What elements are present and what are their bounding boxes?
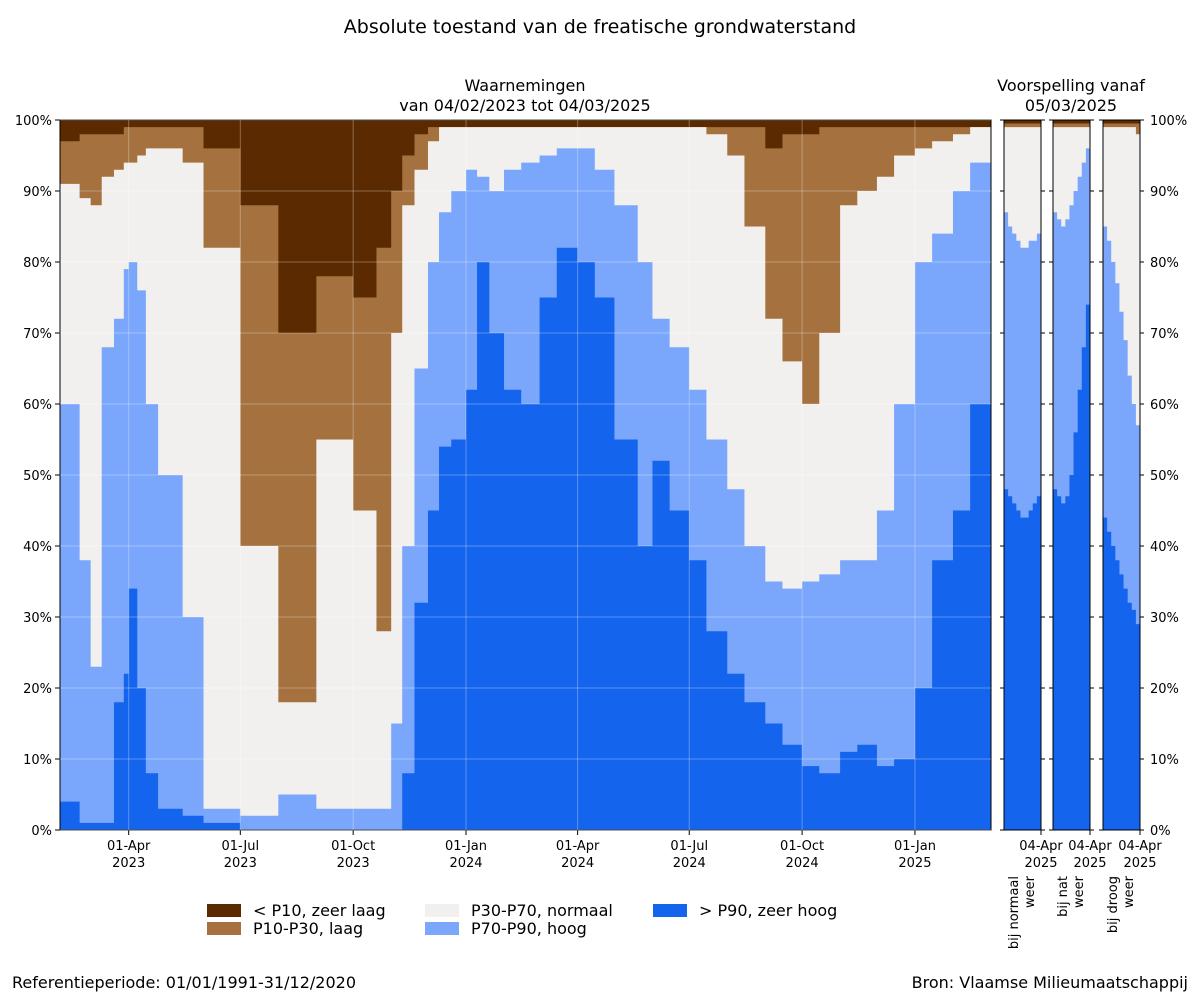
x-tick-label-6: 01-Oct xyxy=(780,839,824,854)
y-tick-label-right-7: 70% xyxy=(1150,327,1179,342)
x-tick-year-6: 2024 xyxy=(786,856,819,871)
x-tick-year-4: 2024 xyxy=(561,856,594,871)
forecast-dry-area-p90 xyxy=(1103,517,1140,830)
forecast-wet-area-p90 xyxy=(1053,262,1090,830)
y-tick-label-right-6: 60% xyxy=(1150,398,1179,413)
observations-title-line2: van 04/02/2023 tot 04/03/2025 xyxy=(399,96,651,115)
forecast-title-line1: Voorspelling vanaf xyxy=(997,76,1145,95)
forecast-wet-label-line2: weer xyxy=(1072,875,1087,908)
y-tick-label-left-8: 80% xyxy=(23,256,52,271)
x-tick-label-3: 01-Jan xyxy=(445,839,487,854)
forecast-normal-x-tick-label: 04-Apr xyxy=(1019,839,1063,854)
x-tick-label-2: 01-Oct xyxy=(331,839,375,854)
y-tick-label-left-7: 70% xyxy=(23,327,52,342)
x-tick-label-5: 01-Jul xyxy=(670,839,708,854)
x-tick-year-3: 2024 xyxy=(449,856,482,871)
forecast-dry-x-tick-label: 04-Apr xyxy=(1118,839,1162,854)
y-tick-label-left-1: 10% xyxy=(23,753,52,768)
forecast-dry-label-line1: bij droog xyxy=(1106,876,1121,933)
forecast-wet-x-tick-label: 04-Apr xyxy=(1068,839,1112,854)
forecast-normal-area-p90 xyxy=(1004,489,1041,830)
forecast-subtitle: Voorspelling vanaf 05/03/2025 xyxy=(960,76,1182,116)
x-tick-label-0: 01-Apr xyxy=(107,839,151,854)
y-tick-label-right-8: 80% xyxy=(1150,256,1179,271)
reference-period: Referentieperiode: 01/01/1991-31/12/2020 xyxy=(12,973,356,992)
x-tick-label-7: 01-Jan xyxy=(894,839,936,854)
forecast-wet-label-line1: bij nat xyxy=(1056,876,1071,917)
observations-title-line1: Waarnemingen xyxy=(464,76,586,95)
forecast-normal-label-line1: bij normaal xyxy=(1007,876,1022,949)
y-tick-label-left-5: 50% xyxy=(23,469,52,484)
y-tick-label-left-3: 30% xyxy=(23,611,52,626)
forecast-wet-x-tick-year: 2025 xyxy=(1073,856,1106,871)
y-tick-label-right-10: 100% xyxy=(1150,114,1187,129)
x-tick-label-1: 01-Jul xyxy=(221,839,259,854)
x-tick-year-0: 2023 xyxy=(112,856,145,871)
y-tick-label-left-10: 100% xyxy=(15,114,52,129)
y-tick-label-left-9: 90% xyxy=(23,185,52,200)
x-tick-label-4: 01-Apr xyxy=(556,839,600,854)
forecast-title-line2: 05/03/2025 xyxy=(1024,96,1118,115)
observations-subtitle: Waarnemingen van 04/02/2023 tot 04/03/20… xyxy=(280,76,770,116)
y-tick-label-right-4: 40% xyxy=(1150,540,1179,555)
forecast-dry-label-line2: weer xyxy=(1122,875,1137,908)
forecast-normal-x-tick-year: 2025 xyxy=(1024,856,1057,871)
y-tick-label-right-9: 90% xyxy=(1150,185,1179,200)
source-credit: Bron: Vlaamse Milieumaatschappij xyxy=(911,973,1188,992)
y-tick-label-left-6: 60% xyxy=(23,398,52,413)
y-tick-label-left-0: 0% xyxy=(31,824,52,839)
observations-area-p90 xyxy=(60,247,991,831)
forecast-dry-x-tick-year: 2025 xyxy=(1123,856,1156,871)
x-tick-year-7: 2025 xyxy=(898,856,931,871)
x-tick-year-5: 2024 xyxy=(673,856,706,871)
x-tick-year-2: 2023 xyxy=(337,856,370,871)
y-tick-label-right-3: 30% xyxy=(1150,611,1179,626)
x-tick-year-1: 2023 xyxy=(224,856,257,871)
y-tick-label-right-5: 50% xyxy=(1150,469,1179,484)
y-tick-label-right-1: 10% xyxy=(1150,753,1179,768)
y-tick-label-right-0: 0% xyxy=(1150,824,1171,839)
chart-title: Absolute toestand van de freatische gron… xyxy=(343,16,857,38)
y-tick-label-right-2: 20% xyxy=(1150,682,1179,697)
forecast-normal-label-line2: weer xyxy=(1023,875,1038,908)
y-tick-label-left-4: 40% xyxy=(23,540,52,555)
y-tick-label-left-2: 20% xyxy=(23,682,52,697)
